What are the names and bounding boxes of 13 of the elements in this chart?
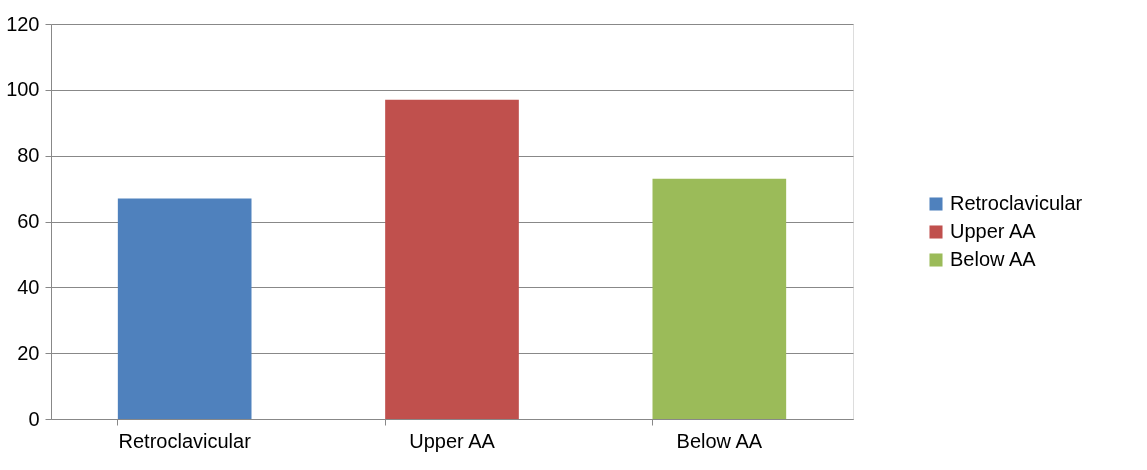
y-tick-label: 100 [6,78,40,101]
y-tick-label: 0 [28,407,40,430]
y-tick-label: 120 [6,12,40,35]
y-tick-label: 40 [17,275,40,298]
y-tick-label: 20 [17,341,40,364]
x-tick-label: Retroclavicular [118,429,252,452]
legend-label: Retroclavicular [950,192,1083,214]
y-tick-label: 80 [17,144,40,167]
y-tick-label: 60 [17,210,40,232]
x-tick-label: Upper AA [409,429,496,452]
x-tick-label: Below AA [676,429,763,452]
legend-label: Below AA [950,248,1037,270]
legend-label: Upper AA [950,220,1037,242]
